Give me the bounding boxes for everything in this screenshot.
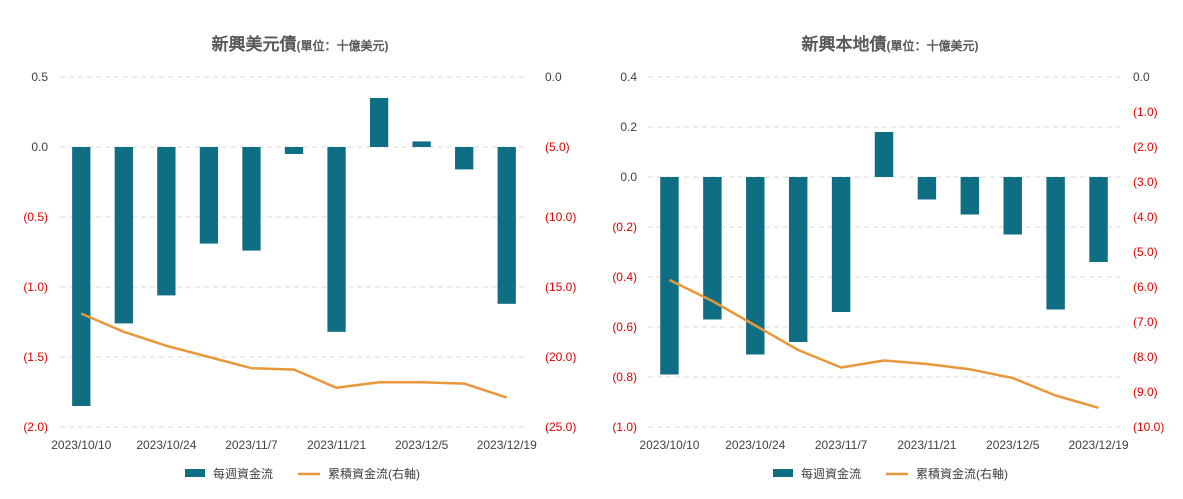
chart-2: 新興本地債(單位：十億美元) 0.4 0.2 0.0 (0.2) (0.4) (0.6) (0… <box>612 34 1164 481</box>
legend-swatch-bar <box>773 469 793 477</box>
chart-title-unit: (單位：十億美元) <box>297 38 389 53</box>
right-axis-tick-label: (10.0) <box>545 210 576 224</box>
left-axis-tick-label: (0.8) <box>612 370 637 384</box>
left-axis-tick-label: (1.0) <box>612 420 637 434</box>
x-axis-tick-label: 2023/10/24 <box>725 438 785 452</box>
line-cumulative-flow <box>668 278 1099 410</box>
left-axis-tick-label: (1.5) <box>23 350 48 364</box>
legend-label-line: 累積資金流(右軸) <box>328 466 420 481</box>
right-axis-tick-label: (20.0) <box>545 350 576 364</box>
bar-weekly-flow <box>1046 177 1065 310</box>
left-axis-tick-label: 0.5 <box>31 70 48 84</box>
bar-weekly-flow <box>1003 177 1022 235</box>
x-axis-tick-label: 2023/10/24 <box>136 438 196 452</box>
chart-1: 新興美元債(單位：十億美元) 0.5 0.0 (0.5) (1.0) (1.5) (2.0)… <box>23 34 576 481</box>
x-axis-tick-label: 2023/11/7 <box>225 438 278 452</box>
bar-weekly-flow <box>72 147 91 406</box>
right-axis-tick-label: (25.0) <box>545 420 576 434</box>
bar-weekly-flow <box>327 147 346 332</box>
x-axis-tick-label: 2023/12/19 <box>1069 438 1129 452</box>
bar-weekly-flow <box>242 147 261 251</box>
left-axis-tick-label: (1.0) <box>23 280 48 294</box>
legend-label-bar: 每週資金流 <box>213 466 273 481</box>
bar-weekly-flow <box>788 177 808 342</box>
legend-swatch-bar <box>185 469 205 477</box>
right-axis-tick-label: (9.0) <box>1133 385 1158 399</box>
chart-title-main: 新興美元債 <box>212 34 297 54</box>
bar-weekly-flow <box>874 132 894 177</box>
bar-weekly-flow <box>412 141 431 147</box>
bar-weekly-flow <box>703 177 722 320</box>
x-axis-tick-label: 2023/10/10 <box>51 438 111 452</box>
left-axis-tick-label: 0.2 <box>620 120 637 134</box>
right-axis-tick-label: (7.0) <box>1133 315 1158 329</box>
bar-weekly-flow <box>199 147 219 244</box>
left-axis-tick-label: (2.0) <box>23 420 48 434</box>
x-axis-tick-label: 2023/12/19 <box>477 438 537 452</box>
left-axis-tick-label: 0.4 <box>620 70 637 84</box>
right-axis-tick-label: (5.0) <box>1133 245 1158 259</box>
legend-label-bar: 每週資金流 <box>801 466 861 481</box>
x-axis-tick-label: 2023/10/10 <box>639 438 699 452</box>
bar-weekly-flow <box>455 147 474 170</box>
right-axis-tick-label: 0.0 <box>1133 70 1150 84</box>
chart-title: 新興美元債(單位：十億美元) <box>212 34 389 54</box>
x-axis-tick-label: 2023/11/21 <box>897 438 956 452</box>
right-axis-tick-label: (3.0) <box>1133 175 1158 189</box>
chart-title-main: 新興本地債 <box>802 34 887 54</box>
right-axis-tick-label: (4.0) <box>1133 210 1158 224</box>
right-axis-tick-label: (5.0) <box>545 140 570 154</box>
chart-title: 新興本地債(單位：十億美元) <box>802 34 979 54</box>
bar-weekly-flow <box>831 177 851 312</box>
line-cumulative-flow <box>80 312 508 399</box>
left-axis-tick-label: (0.4) <box>612 270 637 284</box>
x-axis-tick-label: 2023/11/21 <box>307 438 366 452</box>
bar-weekly-flow <box>284 147 304 154</box>
left-axis-tick-label: 0.0 <box>620 170 637 184</box>
right-axis-tick-label: 0.0 <box>545 70 562 84</box>
bar-weekly-flow <box>157 147 176 296</box>
bar-weekly-flow <box>660 177 679 375</box>
legend-label-line: 累積資金流(右軸) <box>916 466 1008 481</box>
right-axis-tick-label: (6.0) <box>1133 280 1158 294</box>
bar-weekly-flow <box>960 177 980 215</box>
bar-weekly-flow <box>917 177 937 200</box>
bar-weekly-flow <box>1089 177 1108 262</box>
left-axis-tick-label: 0.0 <box>31 140 48 154</box>
bar-weekly-flow <box>746 177 765 355</box>
x-axis-tick-label: 2023/11/7 <box>815 438 868 452</box>
right-axis-tick-label: (8.0) <box>1133 350 1158 364</box>
chart-title-unit: (單位：十億美元) <box>887 38 979 53</box>
left-axis-tick-label: (0.5) <box>23 210 48 224</box>
x-axis-tick-label: 2023/12/5 <box>986 438 1040 452</box>
left-axis-tick-label: (0.6) <box>612 320 637 334</box>
left-axis-tick-label: (0.2) <box>612 220 637 234</box>
bar-weekly-flow <box>497 147 516 304</box>
bar-weekly-flow <box>369 98 389 147</box>
right-axis-tick-label: (10.0) <box>1133 420 1164 434</box>
right-axis-tick-label: (2.0) <box>1133 140 1158 154</box>
x-axis-tick-label: 2023/12/5 <box>395 438 449 452</box>
bar-weekly-flow <box>114 147 133 324</box>
right-axis-tick-label: (15.0) <box>545 280 576 294</box>
right-axis-tick-label: (1.0) <box>1133 105 1158 119</box>
